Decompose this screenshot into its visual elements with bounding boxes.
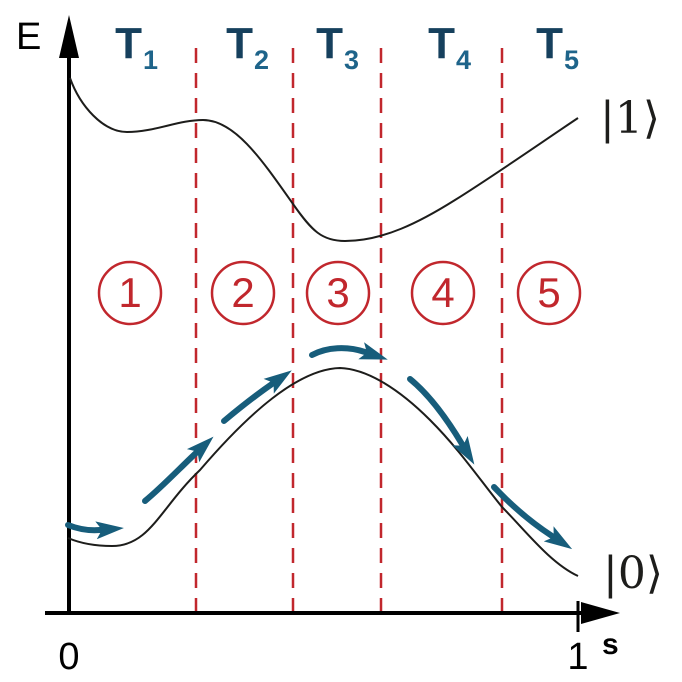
- evolution-arrow-6: [491, 484, 573, 550]
- region-marker-2: 2: [210, 260, 276, 326]
- region-markers: 1 2 3 4 5: [97, 260, 582, 326]
- region-circle: [516, 260, 582, 326]
- evolution-arrow-2: [142, 436, 214, 504]
- stage-label-T3: T 3: [316, 19, 359, 75]
- region-circle: [410, 260, 476, 326]
- stage-letter: T: [226, 19, 253, 68]
- stage-letter: T: [428, 19, 455, 68]
- region-number: 2: [231, 269, 254, 316]
- stage-subscript: 2: [254, 45, 269, 75]
- stage-subscript: 1: [143, 45, 158, 75]
- region-circle: [97, 260, 163, 326]
- y-axis-label: E: [16, 16, 41, 58]
- region-number: 1: [118, 269, 141, 316]
- region-number: 3: [326, 269, 349, 316]
- x-axis-label: s: [602, 628, 619, 661]
- evolution-arrow-4: [309, 342, 388, 360]
- x-tick-0: 0: [58, 636, 79, 678]
- upper-energy-curve: [69, 77, 579, 243]
- stage-letter: T: [536, 19, 563, 68]
- lower-energy-curve: [67, 366, 579, 577]
- stage-subscript: 3: [344, 45, 359, 75]
- stage-subscript: 4: [456, 45, 471, 75]
- region-marker-1: 1: [97, 260, 163, 326]
- state-label-ket1: |1⟩: [600, 93, 660, 144]
- evolution-arrow-5: [407, 376, 475, 465]
- y-axis-arrow-icon: [59, 15, 79, 58]
- region-marker-3: 3: [305, 260, 371, 326]
- stage-label-T1: T 1: [115, 19, 158, 75]
- region-number: 4: [431, 269, 454, 316]
- stage-letter: T: [115, 19, 142, 68]
- region-number: 5: [537, 269, 560, 316]
- region-circle: [210, 260, 276, 326]
- stage-label-T5: T 5: [536, 19, 579, 75]
- stage-label-T4: T 4: [428, 19, 471, 75]
- region-circle: [305, 260, 371, 326]
- stage-subscript: 5: [564, 45, 579, 75]
- stage-letter: T: [316, 19, 343, 68]
- state-label-ket0: |0⟩: [603, 548, 663, 599]
- stage-dividers: [194, 48, 504, 613]
- evolution-arrow-3: [221, 370, 292, 424]
- evolution-arrow-1: [65, 521, 124, 540]
- x-tick-1: 1: [567, 636, 588, 678]
- stage-label-T2: T 2: [226, 19, 269, 75]
- stage-labels: T 1 T 2 T 3 T 4 T 5: [115, 19, 579, 75]
- evolution-arrows: [65, 342, 573, 550]
- x-axis-arrow-icon: [581, 602, 620, 624]
- region-marker-4: 4: [410, 260, 476, 326]
- axes: [45, 15, 620, 632]
- region-marker-5: 5: [516, 260, 582, 326]
